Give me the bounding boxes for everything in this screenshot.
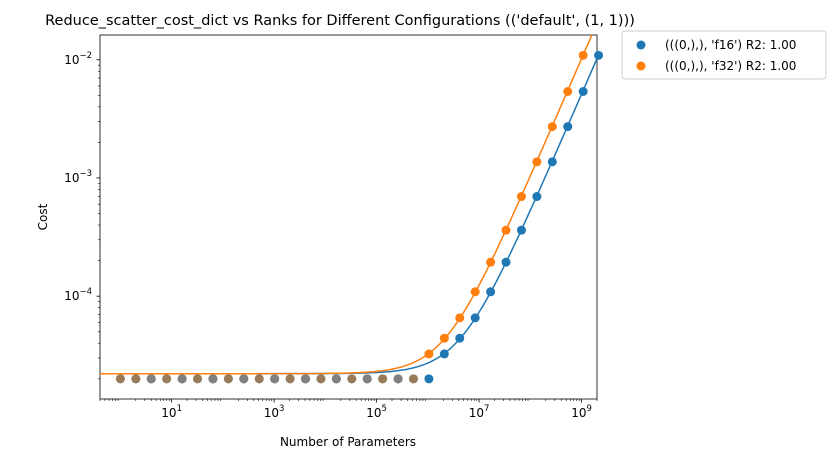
x-axis: 101 103 105 107 109 (99, 399, 598, 420)
plot-frame (99, 34, 598, 400)
series-1-point (563, 122, 573, 132)
series-2-point (424, 349, 434, 359)
series-1-point (424, 374, 434, 384)
series-2-point (455, 313, 465, 323)
series-2-point (532, 157, 542, 167)
series-2-point (223, 374, 233, 384)
overlap-point (393, 374, 403, 384)
overlap-point (239, 374, 249, 384)
legend-label: (((0,),), 'f32') R2: 1.00 (665, 59, 796, 73)
series-2-point (162, 374, 172, 384)
data-points (115, 50, 604, 384)
series-2-point (115, 374, 125, 384)
series-2-point (501, 225, 511, 235)
overlap-point (146, 374, 156, 384)
legend-label: (((0,),), 'f16') R2: 1.00 (665, 38, 796, 52)
fit-line-1 (100, 58, 598, 375)
series-1-point (455, 333, 465, 343)
legend-marker (636, 61, 646, 71)
legend-marker (636, 40, 646, 50)
x-tick-label: 105 (366, 404, 387, 420)
x-axis-label: Number of Parameters (280, 435, 416, 449)
y-tick-label: 10−2 (64, 51, 92, 67)
legend: (((0,),), 'f16') R2: 1.00 (((0,),), 'f32'… (621, 30, 827, 80)
y-axis-label: Cost (36, 203, 50, 230)
series-2-point (516, 192, 526, 202)
series-1-point (516, 225, 526, 235)
y-axis: 10−4 10−3 10−2 (64, 51, 100, 380)
overlap-point (331, 374, 341, 384)
series-2-point (254, 374, 264, 384)
overlap-point (270, 374, 280, 384)
series-2-point (547, 122, 557, 132)
series-1-point (594, 50, 604, 60)
overlap-point (177, 374, 187, 384)
series-1-point (578, 86, 588, 96)
series-2-point (578, 50, 588, 60)
series-2-point (408, 374, 418, 384)
x-tick-label: 107 (469, 404, 490, 420)
series-2-point (193, 374, 203, 384)
chart-title: Reduce_scatter_cost_dict vs Ranks for Di… (45, 13, 635, 29)
y-tick-label: 10−3 (64, 169, 92, 185)
series-2-point (316, 374, 326, 384)
y-tick-label: 10−4 (64, 287, 92, 303)
series-2-point (470, 287, 480, 297)
series-2-point (285, 374, 295, 384)
fit-line-2 (100, 34, 593, 375)
series-2-point (486, 257, 496, 267)
fit-lines (100, 34, 598, 375)
series-1-point (470, 313, 480, 323)
series-2-point (378, 374, 388, 384)
series-2-point (563, 86, 573, 96)
overlap-point (300, 374, 310, 384)
series-2-point (439, 333, 449, 343)
series-1-point (547, 157, 557, 167)
overlap-point (362, 374, 372, 384)
series-1-point (439, 349, 449, 359)
series-1-point (486, 287, 496, 297)
legend-box (621, 30, 827, 80)
x-tick-label: 101 (161, 404, 182, 420)
series-2-point (131, 374, 141, 384)
series-1-point (501, 257, 511, 267)
x-tick-label: 109 (571, 404, 592, 420)
overlap-point (208, 374, 218, 384)
x-tick-label: 103 (264, 404, 285, 420)
series-1-point (532, 192, 542, 202)
series-2-point (347, 374, 357, 384)
